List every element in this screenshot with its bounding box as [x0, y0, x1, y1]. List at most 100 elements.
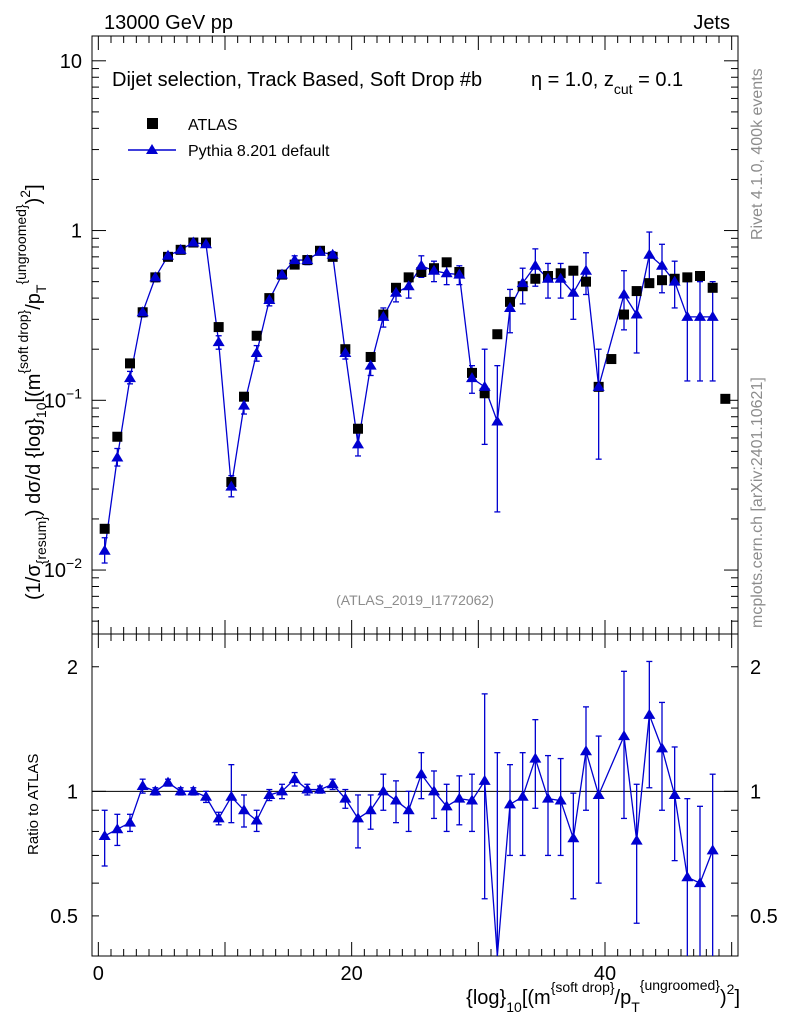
legend-pythia-marker [146, 144, 158, 154]
ratio-y-tick-label-right: 1 [750, 781, 761, 803]
atlas-point [644, 278, 655, 289]
x-tick-label: 0 [93, 963, 104, 985]
pythia-point [98, 544, 111, 555]
pythia-point [542, 272, 554, 283]
atlas-point [479, 388, 490, 399]
pythia-point [643, 248, 656, 259]
pythia-point [288, 254, 301, 265]
ratio-point [364, 804, 377, 815]
ratio-xtick-labels: 0 20 40 [93, 963, 616, 985]
ratio-point [681, 871, 694, 882]
atlas-point [619, 309, 629, 320]
title-eta: η = 1.0, z [531, 69, 614, 91]
ratio-point [516, 790, 529, 801]
pythia-point [630, 308, 643, 319]
ratio-point [288, 773, 301, 784]
y-tick-label: 10−2 [44, 555, 82, 582]
atlas-point [112, 431, 123, 442]
pythia-point [174, 243, 187, 254]
pythia-point [238, 399, 250, 410]
atlas-point [631, 286, 642, 297]
main-ticks [92, 36, 738, 634]
pythia-point [402, 280, 415, 291]
title-tail: = 0.1 [633, 69, 684, 91]
pythia-point [377, 310, 390, 321]
pythia-point [136, 306, 149, 317]
legend-pythia-label: Pythia 8.201 default [188, 143, 330, 160]
atlas-point [403, 272, 414, 283]
ratio-point [415, 768, 428, 779]
atlas-point [125, 358, 135, 369]
ratio-point [314, 783, 326, 794]
ratio-point [377, 785, 390, 796]
atlas-point [707, 282, 718, 293]
pythia-point [554, 272, 567, 283]
pythia-point [618, 288, 630, 299]
ratio-data [98, 660, 719, 957]
atlas-point [441, 257, 452, 268]
pythia-point [466, 372, 478, 383]
ratio-point [453, 792, 466, 803]
legend-atlas-marker [147, 118, 158, 129]
pythia-point [580, 264, 592, 275]
atlas-point [568, 265, 579, 276]
pythia-point [567, 286, 580, 297]
ratio-point [390, 794, 402, 805]
atlas-point [695, 270, 705, 281]
pythia-point [390, 286, 402, 297]
pythia-point [694, 310, 706, 321]
ratio-point [352, 812, 364, 823]
pythia-point [314, 245, 326, 256]
ratio-point [162, 776, 174, 787]
ratio-xlabel: {log}10[(m{soft drop}/pT{ungroomed})2] [466, 977, 740, 1015]
pythia-point [656, 259, 668, 270]
pythia-point [415, 259, 428, 270]
pythia-point [187, 236, 200, 247]
ratio-point [301, 783, 314, 794]
ratio-point [402, 804, 415, 815]
ratio-ticks [92, 634, 738, 957]
main-panel: 10−2 10−1 1 10 (ATLAS_2019_I1772062) Dijet … [13, 35, 739, 635]
ratio-point [694, 877, 706, 888]
ratio-point [149, 785, 162, 796]
atlas-point [682, 272, 693, 283]
atlas-point [353, 423, 363, 434]
ratio-point [504, 798, 516, 809]
main-title: Dijet selection, Track Based, Soft Drop … [112, 69, 683, 97]
pythia-point [681, 310, 694, 321]
ratio-ytick-labels: 0.5 0.5 1 1 2 2 [50, 657, 778, 928]
ratio-point [592, 788, 605, 799]
title-main: Dijet selection, Track Based, Soft Drop … [112, 69, 482, 91]
ratio-point [136, 780, 149, 791]
pythia-point [453, 268, 466, 279]
ratio-point [238, 804, 250, 815]
x-tick-label: 40 [594, 963, 616, 985]
ratio-y-tick-label: 0.5 [50, 906, 78, 928]
ratio-panel: 0.5 0.5 1 1 2 2 0 20 40 Ratio to ATLAS {log}10[… [25, 633, 778, 1015]
ratio-point [250, 814, 263, 825]
pythia-point [592, 380, 605, 391]
pythia-point [478, 380, 491, 391]
atlas-point [492, 329, 503, 340]
main-ytick-labels: 10−2 10−1 1 10 [44, 51, 82, 582]
ratio-y-tick-label-right: 0.5 [750, 906, 778, 928]
ratio-y-tick-label: 1 [67, 781, 78, 803]
ratio-point [174, 785, 187, 796]
ratio-point [706, 844, 719, 855]
header-left: 13000 GeV pp [104, 12, 233, 34]
pythia-point [339, 346, 352, 357]
atlas-point [416, 266, 427, 277]
ratio-point [567, 832, 580, 843]
atlas-point [606, 354, 617, 365]
atlas-point [289, 259, 300, 270]
main-ylabel: (1/σ{resum}) dσ/d {log}10[(m{soft drop}/… [13, 184, 49, 600]
ratio-point [618, 730, 630, 741]
ratio-point [225, 790, 238, 801]
pythia-point [504, 301, 516, 312]
legend-atlas-label: ATLAS [188, 117, 238, 134]
atlas-point [213, 322, 224, 333]
ratio-point [529, 752, 542, 763]
ratio-y-tick-label: 2 [67, 657, 78, 679]
pythia-point [668, 275, 681, 286]
